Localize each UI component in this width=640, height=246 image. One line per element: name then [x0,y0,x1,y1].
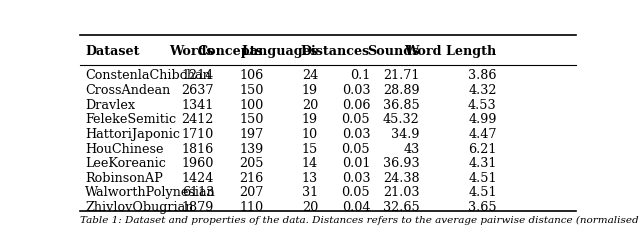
Text: WalworthPolynesian: WalworthPolynesian [85,186,216,200]
Text: 6113: 6113 [182,186,214,200]
Text: 1960: 1960 [182,157,214,170]
Text: 0.05: 0.05 [342,143,370,155]
Text: 4.31: 4.31 [468,157,497,170]
Text: 0.06: 0.06 [342,99,370,112]
Text: RobinsonAP: RobinsonAP [85,172,163,185]
Text: 31: 31 [302,186,318,200]
Text: 205: 205 [239,157,264,170]
Text: 207: 207 [239,186,264,200]
Text: 0.05: 0.05 [342,186,370,200]
Text: 0.04: 0.04 [342,201,370,214]
Text: 19: 19 [302,84,318,97]
Text: 2637: 2637 [181,84,214,97]
Text: 110: 110 [239,201,264,214]
Text: 4.53: 4.53 [468,99,497,112]
Text: CrossAndean: CrossAndean [85,84,170,97]
Text: 0.05: 0.05 [342,113,370,126]
Text: Distances: Distances [301,45,370,58]
Text: Dataset: Dataset [85,45,140,58]
Text: Concepts: Concepts [198,45,264,58]
Text: 1710: 1710 [182,128,214,141]
Text: 150: 150 [239,84,264,97]
Text: Languages: Languages [241,45,318,58]
Text: 197: 197 [239,128,264,141]
Text: HouChinese: HouChinese [85,143,163,155]
Text: 36.93: 36.93 [383,157,420,170]
Text: Word Length: Word Length [404,45,497,58]
Text: 0.1: 0.1 [350,69,370,82]
Text: 0.03: 0.03 [342,128,370,141]
Text: 14: 14 [302,157,318,170]
Text: 3.86: 3.86 [468,69,497,82]
Text: ConstenlaChibchan: ConstenlaChibchan [85,69,211,82]
Text: 139: 139 [239,143,264,155]
Text: 15: 15 [302,143,318,155]
Text: 28.89: 28.89 [383,84,420,97]
Text: 4.47: 4.47 [468,128,497,141]
Text: 36.85: 36.85 [383,99,420,112]
Text: HattoriJaponic: HattoriJaponic [85,128,180,141]
Text: 10: 10 [302,128,318,141]
Text: 13: 13 [302,172,318,185]
Text: Sounds: Sounds [367,45,420,58]
Text: 100: 100 [239,99,264,112]
Text: 20: 20 [302,99,318,112]
Text: 45.32: 45.32 [383,113,420,126]
Text: 4.51: 4.51 [468,186,497,200]
Text: 4.51: 4.51 [468,172,497,185]
Text: Table 1: Dataset and properties of the data. Distances refers to the average pai: Table 1: Dataset and properties of the d… [80,216,640,225]
Text: 1341: 1341 [182,99,214,112]
Text: 24: 24 [302,69,318,82]
Text: 21.71: 21.71 [383,69,420,82]
Text: Words: Words [170,45,214,58]
Text: 0.03: 0.03 [342,172,370,185]
Text: 1214: 1214 [182,69,214,82]
Text: 106: 106 [239,69,264,82]
Text: 1879: 1879 [182,201,214,214]
Text: 24.38: 24.38 [383,172,420,185]
Text: 3.65: 3.65 [468,201,497,214]
Text: 34.9: 34.9 [391,128,420,141]
Text: 2412: 2412 [182,113,214,126]
Text: 4.99: 4.99 [468,113,497,126]
Text: 20: 20 [302,201,318,214]
Text: 150: 150 [239,113,264,126]
Text: ZhivlovObugrian: ZhivlovObugrian [85,201,193,214]
Text: 21.03: 21.03 [383,186,420,200]
Text: 0.03: 0.03 [342,84,370,97]
Text: 1424: 1424 [182,172,214,185]
Text: Dravlex: Dravlex [85,99,135,112]
Text: FelekeSemitic: FelekeSemitic [85,113,176,126]
Text: 1816: 1816 [182,143,214,155]
Text: 19: 19 [302,113,318,126]
Text: 43: 43 [403,143,420,155]
Text: LeeKoreanic: LeeKoreanic [85,157,166,170]
Text: 216: 216 [239,172,264,185]
Text: 4.32: 4.32 [468,84,497,97]
Text: 32.65: 32.65 [383,201,420,214]
Text: 6.21: 6.21 [468,143,497,155]
Text: 0.01: 0.01 [342,157,370,170]
